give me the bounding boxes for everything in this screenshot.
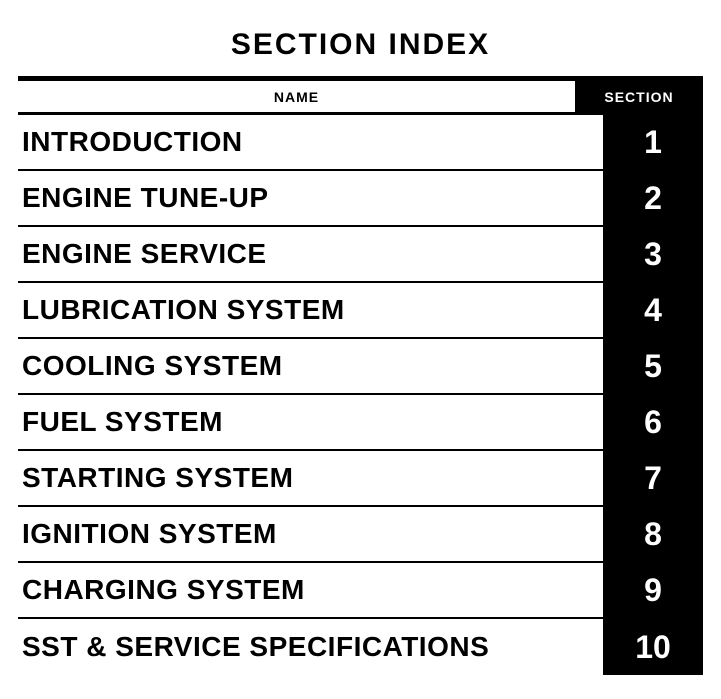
- row-name: FUEL SYSTEM: [18, 395, 595, 449]
- row-section-number: 3: [603, 227, 703, 281]
- section-index-page: SECTION INDEX NAME SECTION INTRODUCTION1…: [0, 0, 721, 699]
- row-name: SST & SERVICE SPECIFICATIONS: [18, 619, 595, 675]
- row-name: CHARGING SYSTEM: [18, 563, 595, 617]
- table-row: INTRODUCTION1: [18, 115, 703, 171]
- table-row: SST & SERVICE SPECIFICATIONS10: [18, 619, 703, 675]
- table-row: COOLING SYSTEM5: [18, 339, 703, 395]
- row-name: COOLING SYSTEM: [18, 339, 595, 393]
- table-row: ENGINE TUNE-UP2: [18, 171, 703, 227]
- row-name: IGNITION SYSTEM: [18, 507, 595, 561]
- table-row: STARTING SYSTEM7: [18, 451, 703, 507]
- row-section-number: 9: [603, 563, 703, 617]
- row-section-number: 1: [603, 115, 703, 169]
- row-section-number: 6: [603, 395, 703, 449]
- row-name: LUBRICATION SYSTEM: [18, 283, 595, 337]
- row-section-number: 8: [603, 507, 703, 561]
- row-name: ENGINE SERVICE: [18, 227, 595, 281]
- row-name: INTRODUCTION: [18, 115, 595, 169]
- row-section-number: 2: [603, 171, 703, 225]
- row-section-number: 7: [603, 451, 703, 505]
- table-row: FUEL SYSTEM6: [18, 395, 703, 451]
- row-name: STARTING SYSTEM: [18, 451, 595, 505]
- row-section-number: 5: [603, 339, 703, 393]
- table-body: INTRODUCTION1ENGINE TUNE-UP2ENGINE SERVI…: [18, 115, 703, 675]
- table-row: IGNITION SYSTEM8: [18, 507, 703, 563]
- table-row: CHARGING SYSTEM9: [18, 563, 703, 619]
- header-name-label: NAME: [18, 81, 575, 115]
- table-row: ENGINE SERVICE3: [18, 227, 703, 283]
- page-title: SECTION INDEX: [18, 28, 703, 62]
- row-section-number: 4: [603, 283, 703, 337]
- header-section-label: SECTION: [575, 81, 703, 115]
- table-header: NAME SECTION: [18, 81, 703, 115]
- table-row: LUBRICATION SYSTEM4: [18, 283, 703, 339]
- row-name: ENGINE TUNE-UP: [18, 171, 595, 225]
- row-section-number: 10: [603, 619, 703, 675]
